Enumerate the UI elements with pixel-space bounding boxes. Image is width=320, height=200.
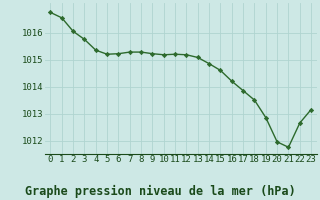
Text: Graphe pression niveau de la mer (hPa): Graphe pression niveau de la mer (hPa) [25,185,295,198]
